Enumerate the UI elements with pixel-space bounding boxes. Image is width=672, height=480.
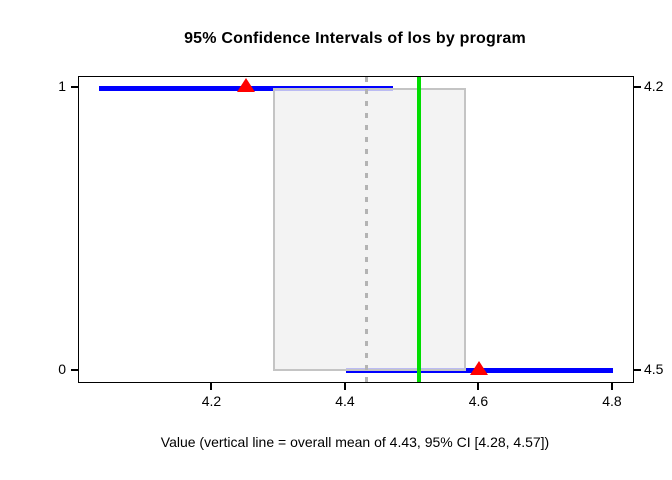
overall-mean-dashed-line bbox=[364, 77, 368, 382]
x-axis-caption: Value (vertical line = overall mean of 4… bbox=[160, 434, 550, 450]
green-reference-line bbox=[417, 77, 422, 382]
x-tick-label: 4.8 bbox=[602, 393, 622, 409]
x-tick bbox=[343, 382, 346, 390]
x-tick bbox=[210, 382, 213, 390]
plot-area bbox=[78, 76, 634, 383]
chart-title: 95% Confidence Intervals of los by progr… bbox=[184, 30, 526, 47]
overall-ci-region bbox=[272, 88, 467, 371]
y-tick-right-1 bbox=[633, 86, 641, 89]
y-tick-right-0 bbox=[633, 368, 641, 371]
y-axis-label-0: 0 bbox=[58, 360, 66, 377]
x-tick-label: 4.6 bbox=[468, 393, 489, 409]
right-axis-label-1: 4.2 bbox=[644, 78, 664, 95]
mean-marker-program-0 bbox=[470, 360, 489, 375]
x-tick-label: 4.4 bbox=[335, 393, 355, 409]
x-tick bbox=[610, 382, 613, 390]
y-axis-label-1: 1 bbox=[58, 78, 66, 95]
plot-layer bbox=[79, 77, 633, 382]
y-tick-left-1 bbox=[71, 86, 78, 89]
x-tick bbox=[477, 382, 480, 390]
right-axis-label-0: 4.5 bbox=[644, 360, 664, 377]
mean-marker-program-1 bbox=[236, 78, 255, 93]
y-tick-left-0 bbox=[71, 368, 78, 371]
x-tick-label: 4.2 bbox=[201, 393, 222, 409]
